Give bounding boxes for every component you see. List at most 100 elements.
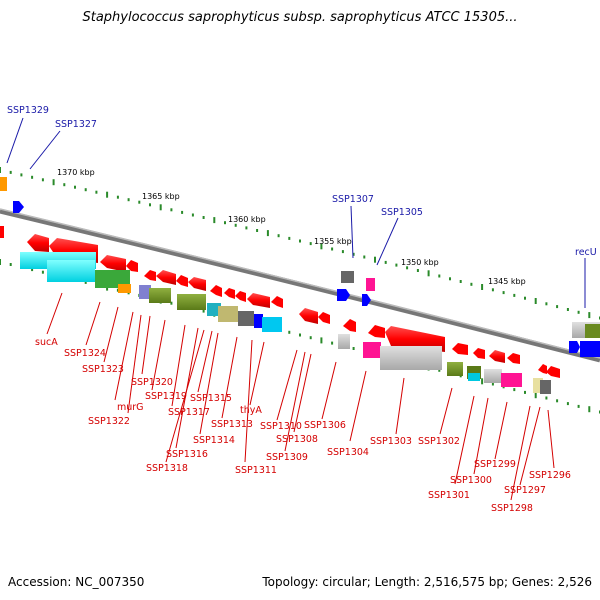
tick-mark <box>31 268 34 272</box>
tick-mark <box>41 178 44 182</box>
gene-label: murG <box>117 402 144 413</box>
accession-text: Accession: NC_007350 <box>8 575 145 589</box>
tick-mark <box>513 388 516 392</box>
gene-feature <box>546 366 560 378</box>
tick-mark <box>577 310 580 314</box>
tick-mark <box>299 333 301 337</box>
gene-feature <box>341 271 354 283</box>
scale-label: 1355 kbp <box>314 237 352 246</box>
tick-mark <box>74 185 76 189</box>
gene-feature <box>262 317 282 332</box>
tick-mark <box>320 337 323 344</box>
gene-feature <box>118 284 131 293</box>
tick-mark <box>502 291 505 295</box>
gene-label: SSP1324 <box>64 348 106 359</box>
tick-mark <box>331 247 334 251</box>
tick-mark <box>149 203 151 207</box>
gene-feature <box>484 369 502 383</box>
gene-feature <box>489 350 505 363</box>
gene-feature <box>224 288 235 299</box>
tick-mark <box>234 223 237 227</box>
gene-feature <box>343 319 356 332</box>
gene-feature <box>452 343 468 355</box>
gene-feature <box>362 294 371 306</box>
gene-label: SSP1301 <box>428 490 470 501</box>
tick-mark <box>331 341 334 345</box>
scale-label: 1350 kbp <box>401 258 439 267</box>
gene-feature <box>538 364 547 374</box>
scale-label: 1345 kbp <box>488 277 526 286</box>
gene-feature <box>385 326 445 352</box>
tick-mark <box>84 188 87 192</box>
top-gene-labels: SSP1329 SSP1327 SSP1307 SSP1305 recU <box>7 105 597 258</box>
gene-feature <box>580 341 600 357</box>
tick-mark <box>459 280 462 283</box>
gene-feature <box>238 311 254 326</box>
tick-mark <box>545 396 548 400</box>
tick-mark <box>438 368 441 372</box>
tick-mark <box>374 256 376 263</box>
gene-label: SSP1315 <box>190 393 232 404</box>
gene-feature <box>363 342 381 358</box>
gene-label: SSP1307 <box>332 194 374 205</box>
gene-feature <box>468 373 480 381</box>
tick-mark <box>341 250 344 254</box>
gene-feature <box>207 303 221 316</box>
gene-label: SSP1310 <box>260 421 302 432</box>
tick-mark <box>416 269 419 272</box>
scale-label: 1360 kbp <box>228 215 266 224</box>
gene-feature <box>156 270 176 285</box>
tick-mark <box>159 204 162 211</box>
tick-mark <box>170 208 173 212</box>
tick-mark <box>545 302 548 306</box>
gene-label: SSP1309 <box>266 452 308 463</box>
tick-mark <box>427 270 430 277</box>
tick-mark <box>588 406 591 413</box>
tick-mark <box>481 284 484 290</box>
tick-mark <box>309 242 312 246</box>
genome-backbone <box>0 208 600 363</box>
gene-feature <box>149 288 171 303</box>
scale-label: 1370 kbp <box>57 168 95 177</box>
gene-feature <box>0 226 4 238</box>
gene-feature <box>533 378 543 393</box>
gene-label: SSP1318 <box>146 463 188 474</box>
tick-mark <box>449 277 451 281</box>
tick-mark <box>202 216 205 219</box>
tick-mark <box>31 175 34 179</box>
gene-label: SSP1317 <box>168 407 210 418</box>
tick-mark <box>566 308 569 311</box>
tick-mark <box>202 309 205 313</box>
tick-mark <box>481 378 484 385</box>
tick-mark <box>299 239 301 243</box>
tick-mark <box>277 234 280 238</box>
gene-label: thyA <box>240 405 262 416</box>
gene-label: SSP1298 <box>491 503 533 514</box>
topology-text: Topology: circular; Length: 2,516,575 bp… <box>262 575 592 589</box>
tick-mark <box>566 402 569 406</box>
gene-feature <box>27 234 49 252</box>
gene-label: SSP1320 <box>131 377 173 388</box>
tick-mark <box>438 274 441 278</box>
gene-feature <box>380 346 442 370</box>
tick-mark <box>556 305 559 309</box>
top-leader-lines <box>6 117 586 308</box>
tick-mark <box>534 298 537 304</box>
tick-mark <box>106 191 109 198</box>
gene-feature <box>447 362 463 376</box>
tick-mark <box>406 266 409 270</box>
gene-feature <box>126 260 138 272</box>
gene-feature <box>139 285 151 299</box>
tick-mark <box>588 312 591 319</box>
gene-feature <box>0 177 7 191</box>
gene-label: SSP1296 <box>529 470 571 481</box>
tick-mark <box>170 301 173 305</box>
tick-mark <box>524 296 526 300</box>
gene-feature <box>501 373 522 387</box>
tick-mark <box>116 195 119 199</box>
gene-feature <box>338 334 350 349</box>
tick-mark <box>0 167 1 173</box>
gene-feature <box>337 289 350 301</box>
gene-feature <box>218 306 238 322</box>
